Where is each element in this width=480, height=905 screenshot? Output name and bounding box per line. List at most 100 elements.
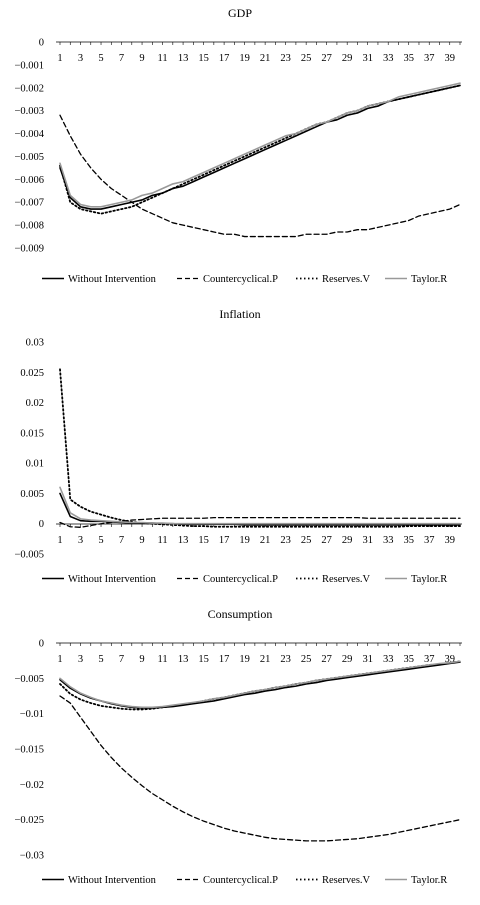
x-tick-label: 27 [321,654,332,665]
series-line-reserves-v [59,84,461,215]
y-tick-label: 0.02 [26,398,44,409]
series-line-countercyclical-p [59,695,461,842]
y-tick-label: −0.003 [14,106,44,117]
x-tick-label: 17 [219,654,230,665]
x-tick-label: 39 [444,654,455,665]
legend-label: Reserves.V [322,274,371,285]
x-tick-label: 33 [383,53,394,64]
legend-label: Countercyclical.P [203,875,278,886]
x-tick-label: 31 [362,53,373,64]
y-tick-label: 0 [39,639,44,650]
series-line-taylor-r [59,486,461,525]
x-tick-label: 11 [158,654,168,665]
x-tick-label: 15 [198,53,209,64]
x-tick-label: 33 [383,654,394,665]
x-tick-label: 17 [219,535,230,546]
x-tick-label: 27 [321,535,332,546]
x-tick-label: 7 [119,654,124,665]
y-tick-label: −0.015 [14,745,44,756]
y-tick-label: −0.009 [14,244,44,255]
x-tick-label: 23 [280,654,291,665]
y-tick-label: 0 [39,38,44,49]
y-tick-label: −0.002 [14,83,44,94]
x-tick-label: 11 [158,53,168,64]
x-tick-label: 3 [78,654,83,665]
y-tick-label: −0.005 [14,152,44,163]
x-tick-label: 9 [139,654,144,665]
chart-panel-3: Consumption 0 −0.005 −0.01 −0.015 −0.02 −0.025… [14,607,462,886]
y-tick-label: 0.005 [20,489,44,500]
chart-panel-2: Inflation 0.03 0.025 0.02 0.015 0.01 0.005 0 −0.… [14,307,462,585]
x-tick-label: 35 [403,535,414,546]
legend-label: Reserves.V [322,875,371,886]
y-tick-label: 0 [39,519,44,530]
legend-label: Without Intervention [68,875,157,886]
legend-label: Countercyclical.P [203,274,278,285]
x-tick-label: 27 [321,53,332,64]
legend-label: Taylor.R [411,274,447,285]
x-tick-label: 1 [57,654,62,665]
x-tick-label: 5 [98,53,103,64]
x-tick-label: 3 [78,53,83,64]
legend-label: Without Intervention [68,274,157,285]
x-tick-label: 19 [239,654,250,665]
y-tick-label: 0.01 [26,459,44,470]
x-tick-label: 15 [198,535,209,546]
x-tick-label: 25 [301,535,312,546]
x-tick-label: 29 [342,535,353,546]
x-tick-label: 15 [198,654,209,665]
y-tick-label: −0.03 [20,851,44,862]
y-tick-label: 0.025 [20,368,44,379]
y-tick-label: −0.001 [14,60,44,71]
chart-legend: Without Intervention Countercyclical.P Res… [42,875,447,886]
x-tick-label: 5 [98,535,103,546]
y-tick-label: 0.015 [20,428,44,439]
x-tick-label: 37 [424,654,435,665]
x-tick-label: 21 [260,53,271,64]
legend-label: Countercyclical.P [203,574,278,585]
y-tick-label: −0.02 [20,780,44,791]
x-tick-label: 25 [301,654,312,665]
x-tick-label: 13 [178,53,189,64]
x-tick-label: 13 [178,535,189,546]
y-tick-label: 0.03 [26,338,44,349]
x-tick-label: 23 [280,53,291,64]
y-tick-label: −0.008 [14,221,44,232]
y-tick-label: −0.005 [14,550,44,561]
chart-panel-1: GDP 0 −0.001 −0.002 −0.003 −0.004 −0.005 −0.006… [14,6,462,285]
x-tick-label: 31 [362,654,373,665]
x-tick-label: 29 [342,53,353,64]
x-tick-label: 35 [403,654,414,665]
y-tick-label: −0.01 [20,709,44,720]
series-line-taylor-r [59,660,461,709]
x-tick-label: 39 [444,53,455,64]
chart-legend: Without Intervention Countercyclical.P Res… [42,574,447,585]
x-tick-label: 9 [139,53,144,64]
x-tick-label: 21 [260,654,271,665]
chart-title: GDP [228,6,252,20]
x-tick-label: 17 [219,53,230,64]
legend-label: Without Intervention [68,574,157,585]
x-tick-label: 5 [98,654,103,665]
x-tick-label: 13 [178,654,189,665]
x-tick-label: 19 [239,535,250,546]
x-tick-label: 11 [158,535,168,546]
chart-title: Consumption [208,607,273,621]
x-tick-label: 35 [403,53,414,64]
x-tick-label: 29 [342,654,353,665]
series-line-countercyclical-p [59,114,461,238]
y-tick-label: −0.006 [14,175,44,186]
legend-label: Taylor.R [411,875,447,886]
legend-label: Taylor.R [411,574,447,585]
x-tick-label: 19 [239,53,250,64]
x-tick-label: 31 [362,535,373,546]
x-tick-label: 3 [78,535,83,546]
y-tick-label: −0.007 [14,198,44,209]
x-tick-label: 21 [260,535,271,546]
y-tick-label: −0.004 [14,129,44,140]
x-tick-label: 9 [139,535,144,546]
x-tick-label: 7 [119,53,124,64]
series-line-taylor-r [59,82,461,208]
legend-label: Reserves.V [322,574,371,585]
